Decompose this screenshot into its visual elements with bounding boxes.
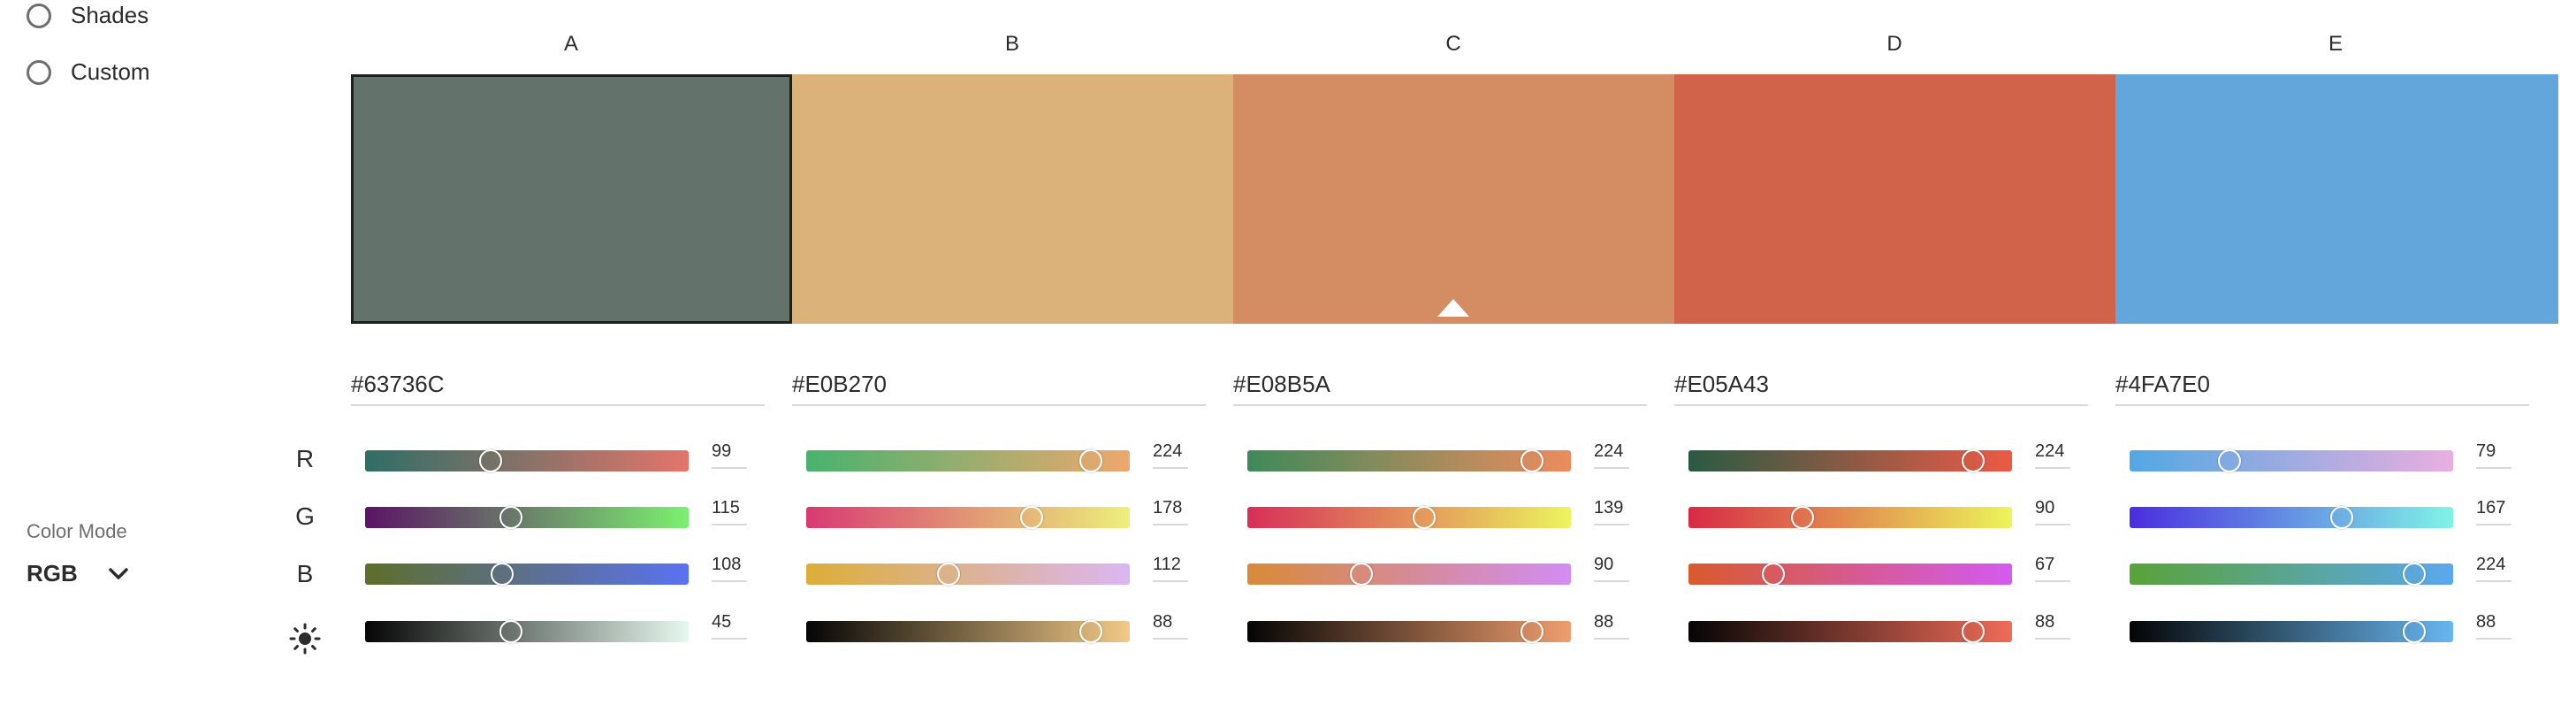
value-c-brightness[interactable]: 88 — [1594, 612, 1629, 640]
value-b-brightness[interactable]: 88 — [1153, 612, 1188, 640]
slider-e-brightness[interactable] — [2130, 620, 2453, 643]
value-e-g[interactable]: 167 — [2476, 498, 2511, 525]
option-custom[interactable]: Custom — [27, 58, 150, 86]
swatch-strip — [351, 74, 2558, 324]
slider-b-r[interactable] — [806, 449, 1130, 472]
custom-radio[interactable] — [27, 59, 51, 85]
slider-e-r[interactable] — [2130, 449, 2453, 472]
row-label-r: R — [295, 445, 315, 472]
value-b-r[interactable]: 224 — [1153, 441, 1188, 469]
value-a-g[interactable]: 115 — [712, 498, 747, 525]
slider-thumb[interactable] — [1961, 449, 1985, 472]
slider-d-brightness[interactable] — [1688, 620, 2012, 643]
slider-d-b[interactable] — [1688, 563, 2012, 586]
custom-label: Custom — [71, 58, 150, 85]
shades-label: Shades — [71, 2, 149, 28]
value-c-b[interactable]: 90 — [1594, 555, 1629, 582]
hex-field-c[interactable]: #E08B5A — [1233, 371, 1647, 406]
column-label-d: D — [1886, 32, 1902, 56]
slider-a-brightness[interactable] — [365, 620, 689, 643]
value-e-b[interactable]: 224 — [2476, 555, 2511, 582]
value-a-r[interactable]: 99 — [712, 441, 747, 469]
slider-thumb[interactable] — [491, 563, 514, 586]
slider-c-b[interactable] — [1247, 563, 1571, 586]
value-c-g[interactable]: 139 — [1594, 498, 1629, 525]
slider-b-g[interactable] — [806, 506, 1130, 529]
slider-b-b[interactable] — [806, 563, 1130, 586]
column-label-e: E — [2328, 32, 2343, 56]
shades-radio[interactable] — [27, 3, 51, 28]
color-mode-title: Color Mode — [27, 520, 127, 542]
value-b-b[interactable]: 112 — [1153, 555, 1188, 582]
slider-thumb[interactable] — [2218, 449, 2242, 472]
slider-thumb[interactable] — [499, 506, 523, 529]
value-a-brightness[interactable]: 45 — [712, 612, 747, 640]
value-e-r[interactable]: 79 — [2476, 441, 2511, 469]
swatch-c[interactable] — [1233, 74, 1674, 324]
slider-b-brightness[interactable] — [806, 620, 1130, 643]
slider-thumb[interactable] — [1962, 620, 1985, 643]
hex-field-a[interactable]: #63736C — [351, 371, 765, 406]
column-label-a: A — [563, 32, 578, 56]
value-b-g[interactable]: 178 — [1153, 498, 1188, 525]
slider-a-b[interactable] — [365, 563, 689, 586]
slider-a-g[interactable] — [365, 506, 689, 529]
slider-thumb[interactable] — [936, 563, 960, 586]
row-label-g: G — [295, 502, 315, 530]
slider-thumb[interactable] — [1350, 563, 1374, 586]
value-c-r[interactable]: 224 — [1594, 441, 1629, 469]
slider-thumb[interactable] — [479, 449, 503, 472]
hex-field-e[interactable]: #4FA7E0 — [2115, 371, 2529, 406]
value-d-g[interactable]: 90 — [2035, 498, 2070, 525]
hex-field-d[interactable]: #E05A43 — [1674, 371, 2088, 406]
column-label-c: C — [1445, 32, 1461, 56]
slider-e-g[interactable] — [2130, 506, 2453, 529]
slider-thumb[interactable] — [1520, 449, 1543, 472]
sun-icon — [289, 623, 321, 655]
slider-thumb[interactable] — [1020, 506, 1044, 529]
base-color-marker[interactable] — [1437, 299, 1469, 317]
hex-field-b[interactable]: #E0B270 — [792, 371, 1206, 406]
slider-thumb[interactable] — [1791, 506, 1815, 529]
slider-a-r[interactable] — [365, 449, 689, 472]
slider-thumb[interactable] — [1520, 620, 1544, 643]
row-label-b: B — [296, 560, 314, 587]
slider-thumb[interactable] — [499, 620, 522, 643]
swatch-b[interactable] — [792, 74, 1233, 324]
slider-thumb[interactable] — [1078, 449, 1102, 472]
color-mode-value: RGB — [27, 560, 78, 586]
swatch-e[interactable] — [2115, 74, 2558, 324]
slider-thumb[interactable] — [1079, 620, 1103, 643]
slider-thumb[interactable] — [2402, 563, 2426, 586]
slider-thumb[interactable] — [2403, 620, 2427, 643]
value-d-b[interactable]: 67 — [2035, 555, 2070, 582]
slider-c-g[interactable] — [1247, 506, 1571, 529]
slider-thumb[interactable] — [1762, 563, 1786, 586]
value-a-b[interactable]: 108 — [712, 555, 747, 582]
swatch-d[interactable] — [1674, 74, 2115, 324]
value-d-r[interactable]: 224 — [2035, 441, 2070, 469]
slider-c-r[interactable] — [1247, 449, 1571, 472]
chevron-down-icon — [109, 567, 128, 579]
slider-c-brightness[interactable] — [1247, 620, 1571, 643]
value-d-brightness[interactable]: 88 — [2035, 612, 2070, 640]
slider-d-g[interactable] — [1688, 506, 2012, 529]
column-label-b: B — [1004, 32, 1019, 56]
option-shades[interactable]: Shades — [27, 2, 149, 29]
slider-e-b[interactable] — [2130, 563, 2453, 586]
value-e-brightness[interactable]: 88 — [2476, 612, 2511, 640]
slider-d-r[interactable] — [1688, 449, 2012, 472]
slider-thumb[interactable] — [1412, 506, 1436, 529]
color-mode-select[interactable]: RGB — [27, 560, 129, 587]
swatch-a[interactable] — [351, 74, 792, 324]
slider-thumb[interactable] — [2329, 506, 2353, 529]
